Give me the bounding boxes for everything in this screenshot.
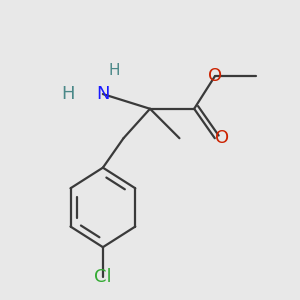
Text: O: O bbox=[215, 129, 229, 147]
Text: H: H bbox=[109, 63, 120, 78]
Text: Cl: Cl bbox=[94, 268, 112, 286]
Text: H: H bbox=[61, 85, 74, 103]
Text: O: O bbox=[208, 68, 222, 85]
Text: N: N bbox=[96, 85, 110, 103]
